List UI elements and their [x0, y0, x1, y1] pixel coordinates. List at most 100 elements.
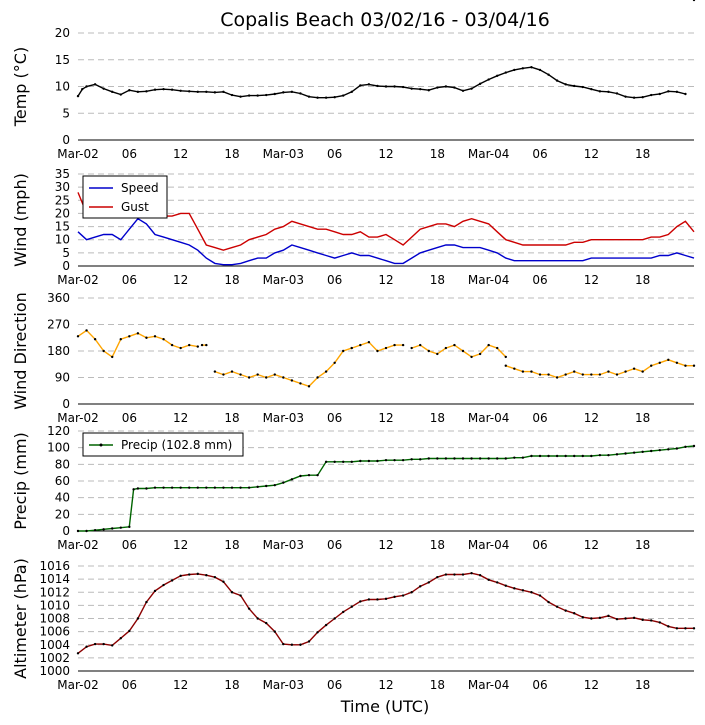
data-point — [111, 644, 114, 647]
data-point — [624, 370, 627, 373]
xtick-label: 12 — [584, 678, 599, 692]
data-point — [128, 525, 131, 529]
data-point — [530, 591, 533, 594]
data-point — [136, 617, 140, 620]
data-point — [478, 352, 482, 356]
xtick-label: Mar-02 — [57, 411, 98, 425]
data-point — [598, 453, 602, 457]
data-point — [376, 84, 379, 88]
data-point — [85, 529, 88, 533]
data-point — [102, 528, 105, 531]
xtick-label: Mar-03 — [263, 147, 304, 161]
data-point — [188, 90, 191, 93]
data-point — [393, 595, 396, 599]
data-point — [461, 457, 465, 460]
y-axis-label: Altimeter (hPa) — [11, 558, 30, 679]
data-point — [256, 94, 259, 97]
data-point — [444, 573, 448, 576]
data-point — [427, 581, 430, 584]
data-point — [324, 96, 328, 99]
xtick-label: 18 — [430, 538, 445, 552]
ytick-label: 15 — [55, 53, 70, 67]
xtick-label: Mar-02 — [57, 273, 98, 287]
data-point — [273, 630, 276, 633]
data-point — [538, 373, 542, 376]
xtick-label: 12 — [378, 538, 393, 552]
data-point — [590, 373, 593, 376]
data-point — [93, 338, 97, 341]
data-point — [367, 83, 371, 86]
data-point — [102, 87, 105, 90]
data-point — [188, 486, 191, 489]
data-point — [393, 343, 396, 347]
xtick-label: 18 — [635, 538, 650, 552]
data-point — [307, 385, 311, 388]
ytick-label: 360 — [47, 291, 70, 305]
legend-label: Gust — [121, 200, 149, 214]
data-point — [470, 572, 473, 575]
data-point — [436, 86, 439, 89]
data-point — [188, 343, 191, 347]
data-point — [410, 87, 413, 90]
data-point — [598, 373, 602, 376]
xtick-label: 06 — [532, 273, 547, 287]
data-point — [530, 454, 533, 458]
data-point — [170, 579, 174, 582]
data-point — [230, 591, 234, 594]
data-point — [333, 460, 336, 464]
data-point — [453, 573, 456, 576]
data-point — [641, 96, 644, 99]
xtick-label: 12 — [584, 273, 599, 287]
data-point — [359, 600, 362, 603]
data-point — [692, 364, 696, 367]
xtick-label: 18 — [430, 411, 445, 425]
data-point — [205, 486, 208, 489]
data-point — [624, 617, 627, 620]
legend-label: Precip (102.8 mm) — [121, 438, 232, 452]
legend-label: Speed — [121, 181, 159, 195]
data-point — [213, 486, 217, 489]
ytick-label: 180 — [47, 344, 70, 358]
data-point — [128, 335, 131, 338]
panel-3: 0 20 40 60 80 100 120 Mar-02 06 12 18 Mar-03 06 12 18 M… — [11, 424, 696, 552]
data-point — [196, 345, 199, 348]
data-point — [179, 89, 182, 92]
ytick-label: 120 — [47, 424, 70, 438]
ytick-label: 1006 — [39, 625, 70, 639]
data-point — [85, 645, 88, 648]
ytick-label: 0 — [62, 133, 70, 147]
data-point — [401, 458, 405, 462]
data-point — [153, 486, 157, 489]
data-point — [239, 486, 242, 489]
data-point — [496, 581, 499, 584]
data-point — [153, 589, 157, 593]
data-point — [384, 597, 388, 601]
ytick-label: 20 — [55, 507, 70, 521]
data-point — [675, 361, 679, 364]
xtick-label: Mar-03 — [263, 273, 304, 287]
data-point — [342, 94, 345, 97]
xtick-label: Mar-03 — [263, 538, 304, 552]
data-point — [504, 355, 507, 359]
xtick-label: 12 — [584, 538, 599, 552]
data-point — [496, 346, 499, 350]
data-point — [658, 92, 661, 96]
data-point — [496, 74, 499, 78]
legend-box — [82, 175, 168, 219]
xtick-label: Mar-03 — [263, 411, 304, 425]
data-point — [316, 376, 319, 379]
xtick-label: Mar-04 — [468, 678, 509, 692]
xtick-label: 06 — [327, 678, 342, 692]
data-point — [299, 382, 302, 385]
xtick-label: 06 — [122, 411, 137, 425]
ytick-label: 1012 — [39, 585, 70, 599]
data-point — [607, 370, 610, 373]
data-point — [247, 94, 251, 97]
data-point — [222, 373, 225, 376]
series-line-altimeter — [77, 572, 694, 654]
data-point — [555, 376, 559, 379]
data-point — [153, 88, 157, 91]
data-point — [692, 0, 696, 2]
data-point — [256, 617, 259, 620]
